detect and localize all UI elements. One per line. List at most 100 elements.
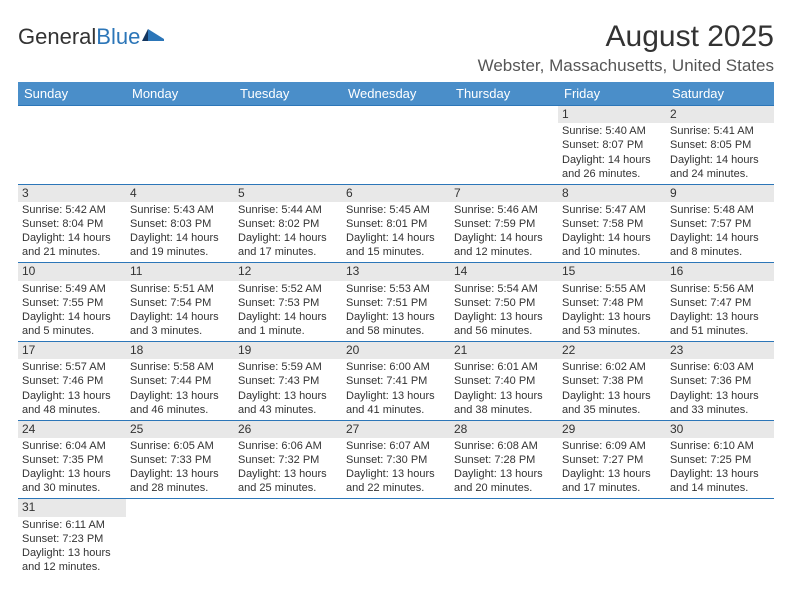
day-detail-cell xyxy=(126,517,234,577)
day-number-cell: 11 xyxy=(126,263,234,281)
day-number-cell: 9 xyxy=(666,184,774,202)
daynum-row: 24252627282930 xyxy=(18,420,774,438)
daynum-row: 3456789 xyxy=(18,184,774,202)
sunrise-text: Sunrise: 5:57 AM xyxy=(22,360,122,374)
sunrise-text: Sunrise: 5:58 AM xyxy=(130,360,230,374)
day-detail-cell xyxy=(450,517,558,577)
daylight-text: Daylight: 14 hours xyxy=(22,231,122,245)
daylight-text: and 5 minutes. xyxy=(22,324,122,338)
day-detail-cell: Sunrise: 5:44 AMSunset: 8:02 PMDaylight:… xyxy=(234,202,342,263)
sunset-text: Sunset: 7:33 PM xyxy=(130,453,230,467)
day-number-cell: 3 xyxy=(18,184,126,202)
sunset-text: Sunset: 7:38 PM xyxy=(562,374,662,388)
sunset-text: Sunset: 8:05 PM xyxy=(670,138,770,152)
day-number-cell: 15 xyxy=(558,263,666,281)
day-number-cell xyxy=(450,499,558,517)
day-number-cell xyxy=(234,106,342,124)
sunset-text: Sunset: 8:02 PM xyxy=(238,217,338,231)
daylight-text: and 12 minutes. xyxy=(22,560,122,574)
daylight-text: Daylight: 13 hours xyxy=(670,389,770,403)
sunrise-text: Sunrise: 5:41 AM xyxy=(670,124,770,138)
sunrise-text: Sunrise: 6:09 AM xyxy=(562,439,662,453)
brand-logo: GeneralBlue xyxy=(18,24,168,50)
day-detail-row: Sunrise: 5:49 AMSunset: 7:55 PMDaylight:… xyxy=(18,281,774,342)
daylight-text: Daylight: 14 hours xyxy=(562,153,662,167)
daylight-text: and 15 minutes. xyxy=(346,245,446,259)
day-number-cell xyxy=(126,499,234,517)
sunrise-text: Sunrise: 6:00 AM xyxy=(346,360,446,374)
day-number-cell: 26 xyxy=(234,420,342,438)
sunrise-text: Sunrise: 5:44 AM xyxy=(238,203,338,217)
day-number-cell xyxy=(558,499,666,517)
day-detail-cell: Sunrise: 5:45 AMSunset: 8:01 PMDaylight:… xyxy=(342,202,450,263)
day-detail-row: Sunrise: 5:42 AMSunset: 8:04 PMDaylight:… xyxy=(18,202,774,263)
sunrise-text: Sunrise: 5:47 AM xyxy=(562,203,662,217)
sunrise-text: Sunrise: 5:55 AM xyxy=(562,282,662,296)
day-number-cell: 20 xyxy=(342,342,450,360)
daylight-text: and 10 minutes. xyxy=(562,245,662,259)
sunrise-text: Sunrise: 6:08 AM xyxy=(454,439,554,453)
daylight-text: Daylight: 13 hours xyxy=(562,467,662,481)
daylight-text: and 38 minutes. xyxy=(454,403,554,417)
daylight-text: and 25 minutes. xyxy=(238,481,338,495)
day-detail-cell: Sunrise: 5:53 AMSunset: 7:51 PMDaylight:… xyxy=(342,281,450,342)
day-detail-cell: Sunrise: 5:54 AMSunset: 7:50 PMDaylight:… xyxy=(450,281,558,342)
daylight-text: and 3 minutes. xyxy=(130,324,230,338)
day-number-cell: 4 xyxy=(126,184,234,202)
weekday-header-row: Sunday Monday Tuesday Wednesday Thursday… xyxy=(18,82,774,106)
day-number-cell xyxy=(126,106,234,124)
daylight-text: Daylight: 14 hours xyxy=(238,231,338,245)
day-detail-cell xyxy=(558,517,666,577)
sunset-text: Sunset: 7:41 PM xyxy=(346,374,446,388)
daylight-text: Daylight: 14 hours xyxy=(238,310,338,324)
daylight-text: Daylight: 14 hours xyxy=(670,153,770,167)
weekday-header: Sunday xyxy=(18,82,126,106)
day-number-cell: 18 xyxy=(126,342,234,360)
day-detail-cell xyxy=(450,123,558,184)
sunset-text: Sunset: 8:04 PM xyxy=(22,217,122,231)
daylight-text: Daylight: 13 hours xyxy=(562,310,662,324)
day-detail-cell: Sunrise: 5:46 AMSunset: 7:59 PMDaylight:… xyxy=(450,202,558,263)
sunset-text: Sunset: 7:27 PM xyxy=(562,453,662,467)
daynum-row: 17181920212223 xyxy=(18,342,774,360)
sunset-text: Sunset: 7:54 PM xyxy=(130,296,230,310)
daylight-text: and 1 minute. xyxy=(238,324,338,338)
sunset-text: Sunset: 7:50 PM xyxy=(454,296,554,310)
day-number-cell: 2 xyxy=(666,106,774,124)
day-detail-cell: Sunrise: 6:10 AMSunset: 7:25 PMDaylight:… xyxy=(666,438,774,499)
weekday-header: Friday xyxy=(558,82,666,106)
day-number-cell: 14 xyxy=(450,263,558,281)
daylight-text: Daylight: 13 hours xyxy=(22,467,122,481)
day-detail-cell: Sunrise: 6:02 AMSunset: 7:38 PMDaylight:… xyxy=(558,359,666,420)
sunset-text: Sunset: 7:57 PM xyxy=(670,217,770,231)
day-detail-cell: Sunrise: 5:51 AMSunset: 7:54 PMDaylight:… xyxy=(126,281,234,342)
day-number-cell xyxy=(342,106,450,124)
day-detail-cell: Sunrise: 5:56 AMSunset: 7:47 PMDaylight:… xyxy=(666,281,774,342)
daylight-text: and 46 minutes. xyxy=(130,403,230,417)
sunrise-text: Sunrise: 5:42 AM xyxy=(22,203,122,217)
sunset-text: Sunset: 7:28 PM xyxy=(454,453,554,467)
day-detail-cell xyxy=(234,123,342,184)
daylight-text: Daylight: 13 hours xyxy=(670,467,770,481)
daylight-text: Daylight: 13 hours xyxy=(670,310,770,324)
sunrise-text: Sunrise: 5:46 AM xyxy=(454,203,554,217)
brand-part2: Blue xyxy=(96,24,140,50)
daylight-text: and 21 minutes. xyxy=(22,245,122,259)
weekday-header: Wednesday xyxy=(342,82,450,106)
day-number-cell: 28 xyxy=(450,420,558,438)
daylight-text: and 43 minutes. xyxy=(238,403,338,417)
day-detail-cell: Sunrise: 6:04 AMSunset: 7:35 PMDaylight:… xyxy=(18,438,126,499)
daylight-text: Daylight: 13 hours xyxy=(22,546,122,560)
weekday-header: Thursday xyxy=(450,82,558,106)
day-detail-cell: Sunrise: 5:57 AMSunset: 7:46 PMDaylight:… xyxy=(18,359,126,420)
day-number-cell: 24 xyxy=(18,420,126,438)
day-number-cell: 30 xyxy=(666,420,774,438)
day-detail-cell xyxy=(234,517,342,577)
sunset-text: Sunset: 7:58 PM xyxy=(562,217,662,231)
day-number-cell xyxy=(18,106,126,124)
day-number-cell xyxy=(666,499,774,517)
day-detail-cell xyxy=(666,517,774,577)
day-number-cell: 1 xyxy=(558,106,666,124)
day-detail-cell: Sunrise: 6:03 AMSunset: 7:36 PMDaylight:… xyxy=(666,359,774,420)
day-detail-cell: Sunrise: 5:40 AMSunset: 8:07 PMDaylight:… xyxy=(558,123,666,184)
